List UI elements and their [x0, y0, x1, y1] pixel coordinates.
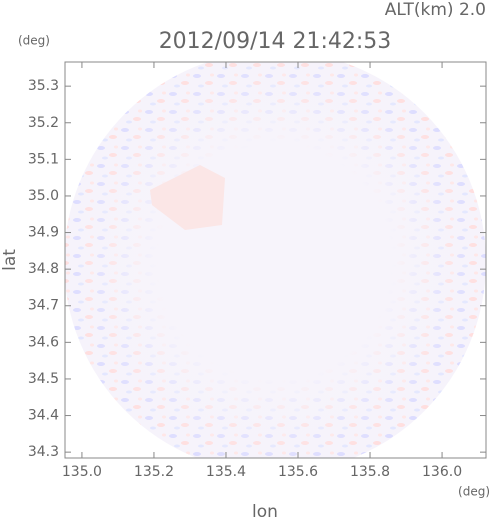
y-tick-label: 34.7	[28, 298, 59, 314]
y-tick-label: 34.8	[28, 261, 59, 277]
y-unit: (deg)	[18, 34, 50, 48]
y-tick-label: 34.4	[28, 408, 59, 424]
x-tick-label: 135.2	[134, 464, 174, 480]
x-tick-label: 135.6	[278, 464, 318, 480]
x-tick-label: 136.0	[422, 464, 462, 480]
y-tick-label: 35.2	[28, 115, 59, 131]
y-axis-label: lat	[0, 249, 20, 271]
chart-title: 2012/09/14 21:42:53	[159, 29, 392, 54]
y-tick-label: 35.1	[28, 151, 59, 167]
x-tick-label: 135.8	[350, 464, 390, 480]
y-tick-label: 34.3	[28, 444, 59, 460]
radar-field	[65, 62, 486, 458]
x-tick-label: 135.4	[206, 464, 246, 480]
y-tick-label: 35.3	[28, 78, 59, 94]
x-unit: (deg)	[458, 485, 490, 499]
plot-frame	[64, 61, 487, 459]
y-tick-label: 34.9	[28, 225, 59, 241]
y-tick-label: 34.5	[28, 371, 59, 387]
x-axis-label: lon	[252, 502, 278, 521]
altitude-label: ALT(km) 2.0	[385, 0, 486, 20]
x-tick-label: 135.0	[62, 464, 102, 480]
y-tick-label: 35.0	[28, 188, 59, 204]
y-tick-label: 34.6	[28, 334, 59, 350]
